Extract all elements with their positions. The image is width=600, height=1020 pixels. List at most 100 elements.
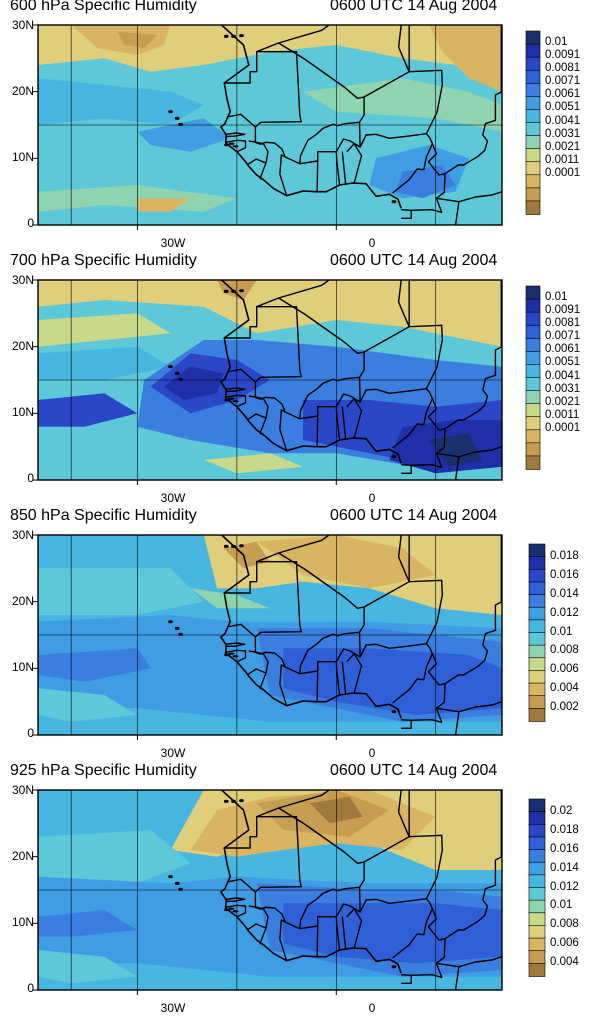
- colorbar-label: 0.0051: [545, 356, 581, 369]
- colorbar-swatches: [528, 798, 546, 977]
- island: [223, 544, 229, 548]
- colorbar-label: 0.0011: [545, 153, 580, 166]
- colorbar-label: 0.0021: [545, 140, 581, 153]
- colorbar-swatch: [525, 200, 541, 215]
- colorbar-swatch: [528, 581, 546, 596]
- colorbar-label: 0.0071: [545, 330, 581, 343]
- humidity-map: [33, 279, 503, 485]
- humidity-contour-region: [38, 648, 151, 682]
- country-border: [226, 368, 256, 383]
- humidity-map: [33, 534, 503, 740]
- country-border: [436, 446, 503, 458]
- colorbar-label: 0.0061: [545, 343, 581, 356]
- lat-label-30n: 30N: [11, 273, 34, 287]
- colorbar-swatch: [525, 364, 541, 379]
- humidity-contour-region: [203, 453, 304, 474]
- colorbar-swatch: [528, 912, 546, 927]
- colorbar-swatch: [525, 187, 541, 202]
- humidity-contour-region: [283, 903, 502, 964]
- humidity-contour-region: [256, 535, 436, 589]
- country-border: [401, 720, 412, 730]
- country-border: [436, 701, 503, 713]
- humidity-contour-region: [38, 830, 191, 884]
- country-border: [260, 552, 365, 675]
- colorbar-swatch: [528, 606, 546, 621]
- humidity-map: [33, 789, 503, 995]
- country-border: [279, 174, 288, 196]
- humidity-contour-region: [137, 198, 191, 212]
- country-border: [259, 927, 267, 946]
- country-border: [223, 42, 279, 84]
- country-border: [223, 552, 279, 594]
- colorbar-swatch: [525, 403, 541, 418]
- country-border: [401, 428, 446, 469]
- lat-label-30n: 30N: [11, 18, 34, 32]
- lon-label-30w: 30W: [160, 1001, 186, 1015]
- colorbar-label: 0.0011: [545, 408, 580, 421]
- island: [168, 875, 173, 879]
- country-border: [223, 297, 279, 339]
- colorbar-swatch: [528, 887, 546, 901]
- island: [391, 200, 397, 204]
- colorbar-label: 0.004: [550, 682, 579, 695]
- colorbar-swatch: [528, 556, 546, 571]
- lon-label-0: 0: [368, 236, 376, 250]
- country-border: [259, 417, 267, 436]
- country-border: [225, 394, 247, 408]
- country-border: [454, 456, 460, 481]
- lat-label-10n: 10N: [11, 150, 34, 164]
- island: [228, 907, 235, 910]
- country-border: [260, 807, 365, 930]
- island: [231, 34, 236, 38]
- country-border: [401, 975, 412, 985]
- map-frame: [37, 279, 503, 481]
- colorbar-swatch: [525, 56, 541, 72]
- colorbar-label: 0.0021: [545, 395, 581, 408]
- island: [168, 110, 173, 114]
- colorbar-label: 0.0041: [545, 114, 581, 127]
- country-border: [247, 905, 269, 930]
- humidity-contour-region: [38, 535, 204, 562]
- lat-label-10n: 10N: [11, 915, 34, 929]
- colorbar-label: 0.006: [550, 663, 579, 676]
- lat-label-10n: 10N: [11, 660, 34, 674]
- colorbar-swatch: [525, 455, 541, 470]
- panel-850hpa: 850 hPa Specific Humidity 0600 UTC 14 Au…: [0, 507, 600, 765]
- coastline: [220, 534, 402, 719]
- colorbar-label: 0.0041: [545, 369, 581, 382]
- map-frame: [37, 789, 503, 991]
- colorbar-swatch: [525, 69, 541, 85]
- humidity-contour-region: [38, 78, 204, 125]
- colorbar-swatch: [525, 43, 541, 58]
- island: [178, 887, 183, 891]
- island: [174, 371, 180, 375]
- map-frame: [37, 534, 503, 736]
- country-border: [317, 405, 341, 441]
- country-border: [397, 534, 410, 582]
- island: [232, 655, 239, 658]
- country-border: [401, 210, 412, 220]
- colorbar-swatch: [525, 30, 541, 45]
- country-border: [279, 664, 286, 685]
- country-border: [335, 377, 361, 408]
- island: [178, 377, 183, 381]
- colorbar-label: 0.018: [550, 549, 579, 562]
- colorbar-swatch: [528, 937, 546, 952]
- country-border: [225, 132, 246, 138]
- country-border: [279, 939, 288, 961]
- country-border: [397, 279, 410, 327]
- humidity-contour-region: [395, 165, 456, 199]
- colorbar-label: 0.0081: [545, 317, 581, 330]
- colorbar-swatch: [528, 836, 546, 851]
- colorbar-swatch: [525, 174, 541, 189]
- island: [232, 400, 239, 403]
- lat-label-20n: 20N: [11, 84, 34, 98]
- country-border: [254, 306, 302, 400]
- colorbar-label: 0.008: [550, 644, 579, 657]
- country-border: [454, 966, 460, 991]
- panel-time: 0600 UTC 14 Aug 2004: [330, 762, 498, 779]
- country-border: [226, 623, 256, 638]
- lat-label-10n: 10N: [11, 405, 34, 419]
- colorbar-swatch: [528, 798, 546, 813]
- country-border: [260, 297, 365, 420]
